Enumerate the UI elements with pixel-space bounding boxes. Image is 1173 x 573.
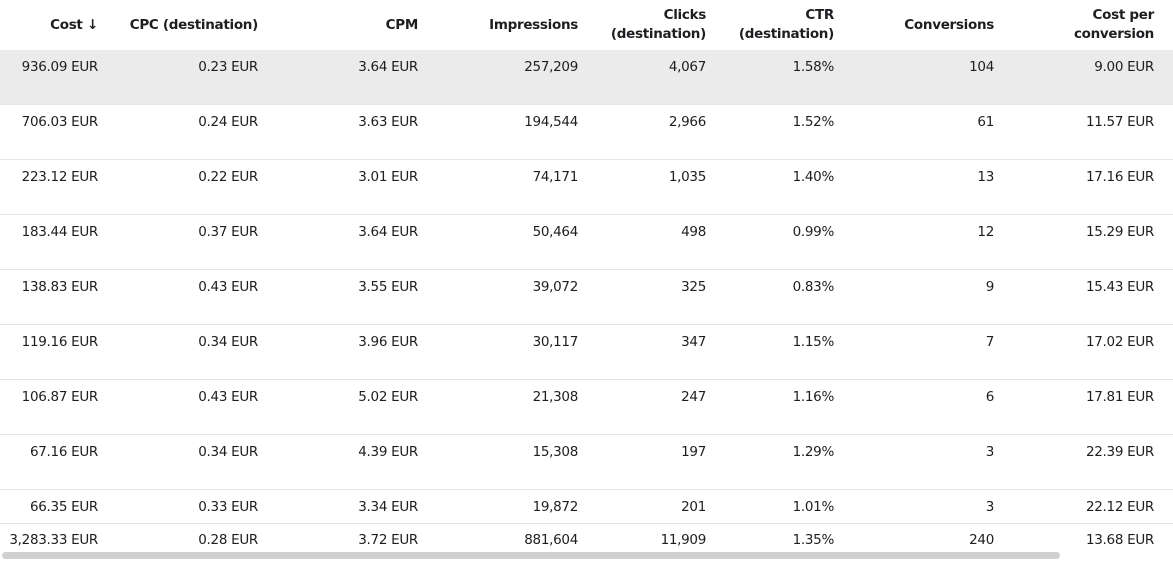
table-cell: 138.83 EUR	[21, 279, 99, 295]
table-cell: 1.15%	[792, 334, 835, 350]
table-cell: 0.33 EUR	[198, 499, 258, 515]
table-cell: 3.64 EUR	[358, 224, 418, 240]
table-cell: 13	[977, 169, 994, 185]
table-cell: 223.12 EUR	[21, 169, 99, 185]
table-cell: 104	[969, 59, 994, 75]
table-cell: 498	[681, 224, 706, 240]
table-cell: 119.16 EUR	[21, 334, 99, 350]
total-cell: 1.35%	[792, 532, 835, 548]
table-cell: 1.16%	[792, 389, 835, 405]
table-cell: 12	[977, 224, 994, 240]
table-cell: 3.64 EUR	[358, 59, 418, 75]
table-cell: 17.02 EUR	[1085, 334, 1154, 350]
table-cell: 1,035	[668, 169, 706, 185]
table-cell: 0.23 EUR	[198, 59, 258, 75]
table-cell: 66.35 EUR	[29, 499, 98, 515]
table-row[interactable]	[0, 435, 1173, 490]
table-cell: 3.96 EUR	[358, 334, 418, 350]
table-cell: 21,308	[532, 389, 579, 405]
table-cell: 15,308	[532, 444, 579, 460]
table-cell: 17.81 EUR	[1085, 389, 1154, 405]
table-row[interactable]	[0, 50, 1173, 105]
column-header[interactable]: CTR (destination)	[738, 7, 834, 42]
table-row[interactable]	[0, 490, 1173, 524]
table-cell: 3	[985, 444, 995, 460]
table-cell: 106.87 EUR	[21, 389, 99, 405]
table-cell: 1.29%	[792, 444, 835, 460]
table-row[interactable]	[0, 325, 1173, 380]
table-cell: 0.83%	[792, 279, 835, 295]
table-cell: 4,067	[668, 59, 706, 75]
total-cell: 881,604	[524, 532, 578, 548]
table-cell: 0.37 EUR	[198, 224, 258, 240]
table-cell: 3	[985, 499, 995, 515]
table-cell: 0.24 EUR	[198, 114, 258, 130]
table-cell: 30,117	[532, 334, 579, 350]
table-cell: 22.39 EUR	[1085, 444, 1154, 460]
table-cell: 0.34 EUR	[198, 334, 258, 350]
table-cell: 67.16 EUR	[29, 444, 98, 460]
table-cell: 325	[681, 279, 706, 295]
table-cell: 22.12 EUR	[1085, 499, 1154, 515]
table-cell: 0.99%	[792, 224, 835, 240]
table-cell: 15.29 EUR	[1085, 224, 1154, 240]
total-cell: 240	[969, 532, 994, 548]
table-cell: 0.34 EUR	[198, 444, 258, 460]
table-cell: 936.09 EUR	[21, 59, 99, 75]
table-row[interactable]	[0, 215, 1173, 270]
table-cell: 3.55 EUR	[358, 279, 418, 295]
table-cell: 257,209	[524, 59, 578, 75]
table-row[interactable]	[0, 105, 1173, 160]
table-cell: 197	[681, 444, 706, 460]
table-cell: 5.02 EUR	[358, 389, 418, 405]
column-header[interactable]: CPC (destination)	[129, 16, 259, 33]
total-cell: 3.72 EUR	[358, 532, 418, 548]
table-cell: 3.01 EUR	[358, 169, 418, 185]
table-cell: 183.44 EUR	[21, 224, 99, 240]
table-row[interactable]	[0, 160, 1173, 215]
table-cell: 1.58%	[792, 59, 835, 75]
table-cell: 6	[985, 389, 995, 405]
table-cell: 201	[681, 499, 706, 515]
table-cell: 61	[977, 114, 994, 130]
table-cell: 39,072	[532, 279, 579, 295]
table-cell: 3.34 EUR	[358, 499, 418, 515]
table-cell: 50,464	[532, 224, 579, 240]
total-cell: 0.28 EUR	[198, 532, 258, 548]
table-cell: 347	[681, 334, 706, 350]
table-cell: 247	[681, 389, 706, 405]
table-cell: 2,966	[668, 114, 706, 130]
table-cell: 1.40%	[792, 169, 835, 185]
total-cell: 13.68 EUR	[1085, 532, 1154, 548]
table-cell: 3.63 EUR	[358, 114, 418, 130]
table-row[interactable]	[0, 270, 1173, 325]
table-row[interactable]	[0, 380, 1173, 435]
table-cell: 0.22 EUR	[198, 169, 258, 185]
table-cell: 11.57 EUR	[1085, 114, 1154, 130]
column-header[interactable]: Cost ↓	[50, 16, 98, 33]
table-cell: 0.43 EUR	[198, 389, 258, 405]
column-header[interactable]: Conversions	[904, 16, 994, 33]
table-cell: 9.00 EUR	[1094, 59, 1154, 75]
column-header[interactable]: Impressions	[489, 16, 578, 33]
table-cell: 194,544	[524, 114, 578, 130]
table-cell: 0.43 EUR	[198, 279, 258, 295]
column-header[interactable]: CPM	[385, 16, 419, 33]
table-cell: 17.16 EUR	[1085, 169, 1154, 185]
table-cell: 1.52%	[792, 114, 835, 130]
table-cell: 1.01%	[792, 499, 835, 515]
total-cell: 11,909	[660, 532, 707, 548]
table-cell: 706.03 EUR	[21, 114, 99, 130]
column-header[interactable]: Clicks (destination)	[610, 7, 706, 42]
table-cell: 9	[985, 279, 995, 295]
column-header[interactable]: Cost per conversion	[1073, 7, 1154, 42]
table-cell: 4.39 EUR	[358, 444, 418, 460]
table-cell: 74,171	[532, 169, 579, 185]
table-cell: 15.43 EUR	[1085, 279, 1154, 295]
scrollbar[interactable]	[2, 552, 1060, 559]
total-cell: 3,283.33 EUR	[9, 532, 98, 548]
table-cell: 19,872	[532, 499, 579, 515]
table-cell: 7	[985, 334, 995, 350]
